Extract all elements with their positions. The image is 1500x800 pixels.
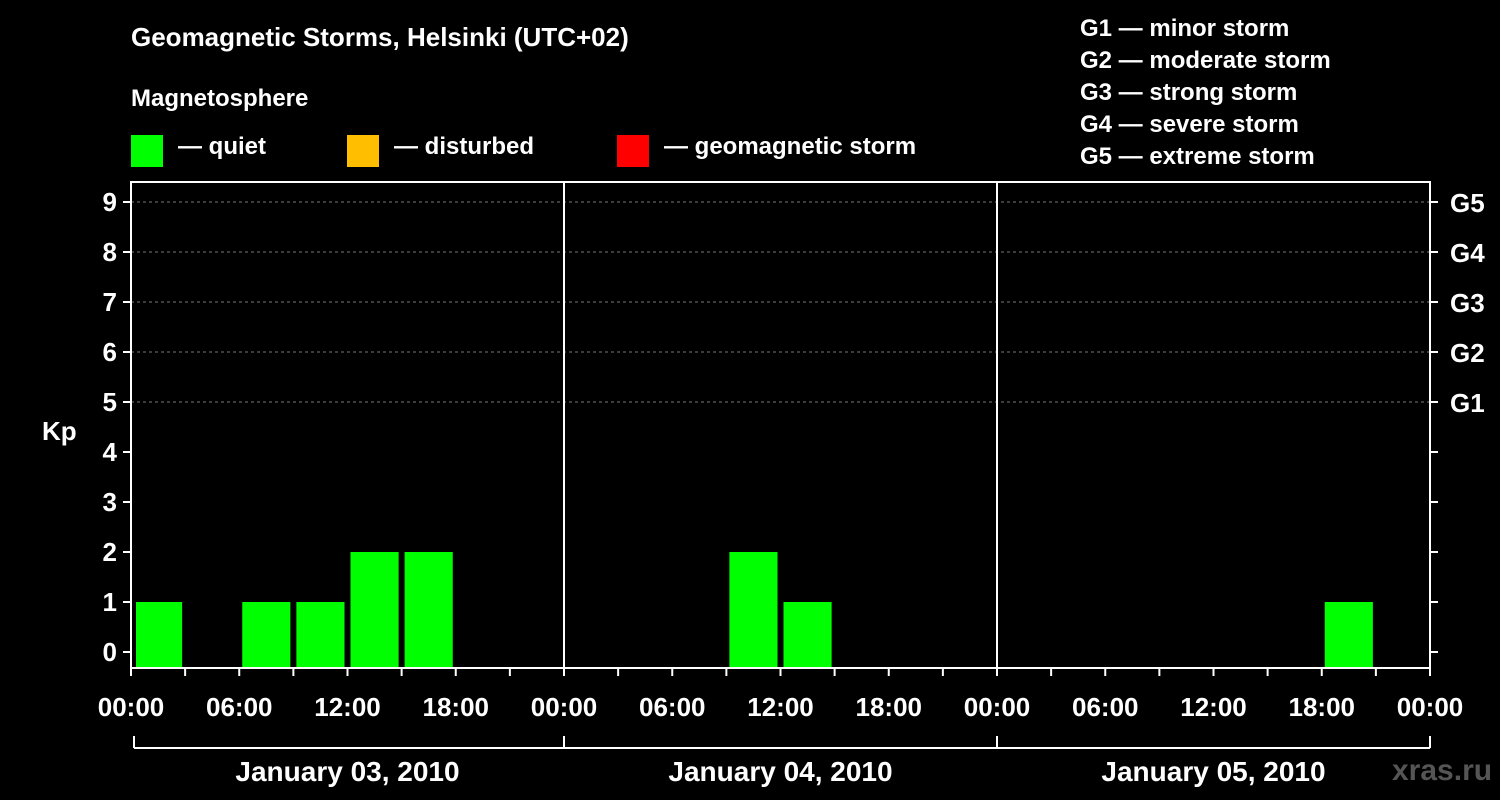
g-legend-g2: G2 — moderate storm: [1080, 47, 1331, 74]
bar-4: [404, 552, 453, 667]
bar-5: [729, 552, 778, 667]
ytick-label-5: 5: [103, 387, 117, 417]
bar-7: [1324, 602, 1373, 667]
glevel-label-G2: G2: [1450, 338, 1485, 368]
bar-1: [242, 602, 291, 667]
xtick-label-4: 00:00: [531, 692, 598, 722]
xtick-label-6: 12:00: [747, 692, 814, 722]
g-legend-g4: G4 — severe storm: [1080, 111, 1299, 138]
legend-swatch-storm: [617, 135, 649, 167]
xtick-label-7: 18:00: [856, 692, 923, 722]
bar-6: [783, 602, 832, 667]
y-axis-label: Kp: [42, 416, 77, 446]
legend-label-quiet: — quiet: [178, 133, 266, 160]
glevel-label-G4: G4: [1450, 238, 1485, 268]
day-label-0: January 03, 2010: [235, 756, 459, 787]
xtick-label-9: 06:00: [1072, 692, 1139, 722]
ytick-label-2: 2: [103, 537, 117, 567]
ytick-label-3: 3: [103, 487, 117, 517]
chart-subtitle: Magnetosphere: [131, 85, 309, 112]
glevel-label-G5: G5: [1450, 188, 1485, 218]
ytick-label-9: 9: [103, 187, 117, 217]
legend-label-disturbed: — disturbed: [394, 133, 535, 160]
ytick-label-4: 4: [103, 437, 118, 467]
plot-frame: [130, 181, 1431, 669]
g-legend-g3: G3 — strong storm: [1080, 79, 1298, 106]
xtick-label-0: 00:00: [98, 692, 165, 722]
ytick-label-6: 6: [103, 337, 117, 367]
bar-0: [136, 602, 183, 667]
glevel-label-G1: G1: [1450, 388, 1485, 418]
xtick-label-11: 18:00: [1289, 692, 1356, 722]
glevel-label-G3: G3: [1450, 288, 1485, 318]
g-legend-g5: G5 — extreme storm: [1080, 143, 1315, 170]
ytick-label-1: 1: [103, 587, 117, 617]
xtick-label-12: 00:00: [1397, 692, 1464, 722]
bar-2: [296, 602, 345, 667]
legend-swatch-disturbed: [347, 135, 379, 167]
day-label-1: January 04, 2010: [668, 756, 892, 787]
watermark: xras.ru: [1392, 754, 1493, 787]
xtick-label-3: 18:00: [423, 692, 490, 722]
xtick-label-8: 00:00: [964, 692, 1031, 722]
ytick-label-8: 8: [103, 237, 117, 267]
ytick-label-0: 0: [103, 637, 117, 667]
xtick-label-1: 06:00: [206, 692, 273, 722]
g-legend-g1: G1 — minor storm: [1080, 15, 1290, 42]
chart-title: Geomagnetic Storms, Helsinki (UTC+02): [131, 22, 629, 52]
xtick-label-2: 12:00: [314, 692, 381, 722]
xtick-label-5: 06:00: [639, 692, 706, 722]
xtick-label-10: 12:00: [1180, 692, 1247, 722]
ytick-label-7: 7: [103, 287, 117, 317]
legend-swatch-quiet: [131, 135, 163, 167]
bar-3: [350, 552, 399, 667]
day-label-2: January 05, 2010: [1101, 756, 1325, 787]
legend-label-storm: — geomagnetic storm: [664, 133, 917, 160]
